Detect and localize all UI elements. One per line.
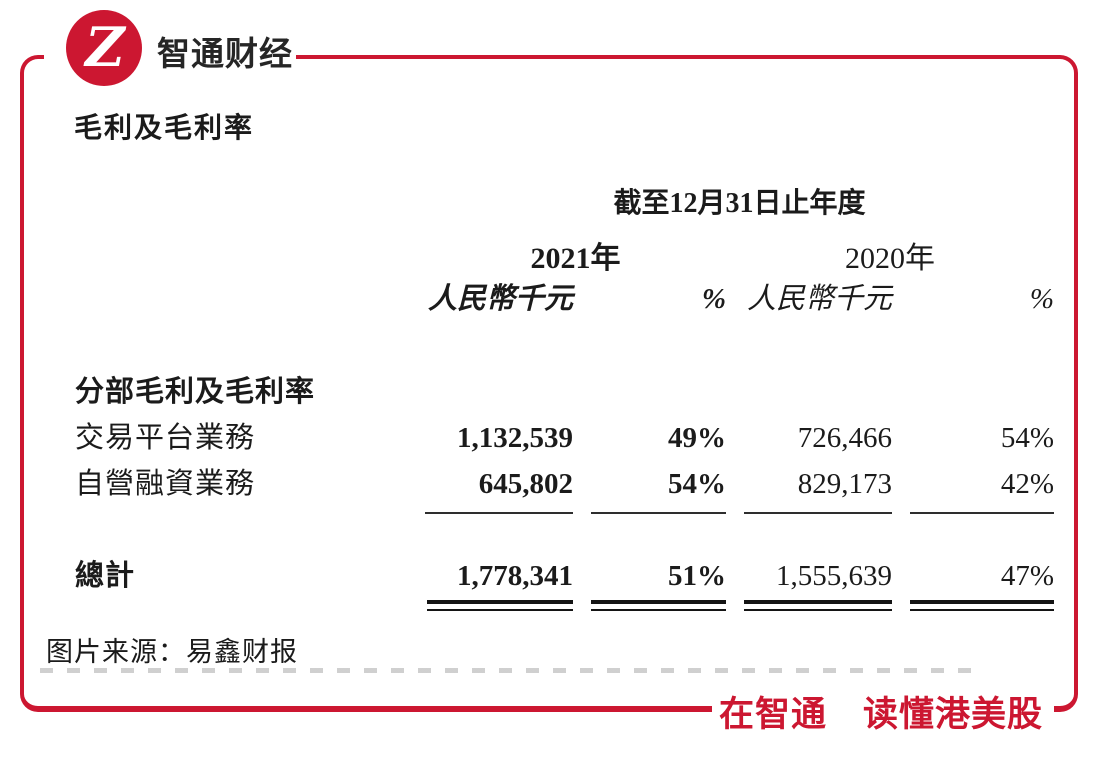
total-amount-2020: 1,555,639 <box>776 560 892 592</box>
brand-slogan: 在智通 读懂港美股 <box>719 695 1044 734</box>
total-rule-col3 <box>726 600 892 611</box>
period-header: 截至12月31日止年度 <box>613 188 866 219</box>
subtotal-rule-col4 <box>892 512 1054 514</box>
total-pct-2020: 47% <box>1000 560 1054 592</box>
red-border-frame <box>20 55 1078 712</box>
pct-header-2020: % <box>1029 282 1054 315</box>
pct-2021-self-financing: 54% <box>668 468 726 500</box>
frame-bottom-gap <box>712 699 1054 721</box>
total-label: 總計 <box>75 560 136 592</box>
total-pct-2021: 51% <box>668 560 726 592</box>
row-label-transaction-platform: 交易平台業務 <box>75 422 256 454</box>
column-year-2021: 2021年 <box>530 241 621 275</box>
pct-header-2021: % <box>701 282 726 315</box>
brand-name: 智通财经 <box>157 35 293 72</box>
subtotal-rule-col3 <box>726 512 892 514</box>
total-amount-2021: 1,778,341 <box>457 560 573 592</box>
amount-2020-transaction-platform: 726,466 <box>797 422 892 454</box>
pct-2020-transaction-platform: 54% <box>1000 422 1054 454</box>
total-rule-col2 <box>573 600 726 611</box>
zhitong-logo-icon: Z <box>66 10 142 86</box>
amount-2021-self-financing: 645,802 <box>478 468 573 500</box>
gross-profit-table: 截至12月31日止年度 2021年 2020年 人民幣千元 % 人民幣千元 % … <box>75 188 1054 616</box>
page-title: 毛利及毛利率 <box>74 113 255 144</box>
unit-header-2020: 人民幣千元 <box>746 282 892 315</box>
pct-2021-transaction-platform: 49% <box>668 422 726 454</box>
subtotal-rule-col2 <box>573 512 726 514</box>
unit-header-2021: 人民幣千元 <box>427 282 573 315</box>
column-year-2020: 2020年 <box>845 241 935 275</box>
clipped-text-artifact <box>40 668 985 673</box>
svg-text:Z: Z <box>83 15 127 79</box>
subtotal-rule-col1 <box>425 512 573 514</box>
amount-2021-transaction-platform: 1,132,539 <box>457 422 573 454</box>
section-label: 分部毛利及毛利率 <box>75 376 316 408</box>
pct-2020-self-financing: 42% <box>1000 468 1054 500</box>
total-rule-col4 <box>892 600 1054 611</box>
amount-2020-self-financing: 829,173 <box>797 468 892 500</box>
row-label-self-financing: 自營融資業務 <box>75 468 256 500</box>
total-rule-col1 <box>425 600 573 611</box>
image-source-caption: 图片来源：易鑫财报 <box>46 637 298 667</box>
